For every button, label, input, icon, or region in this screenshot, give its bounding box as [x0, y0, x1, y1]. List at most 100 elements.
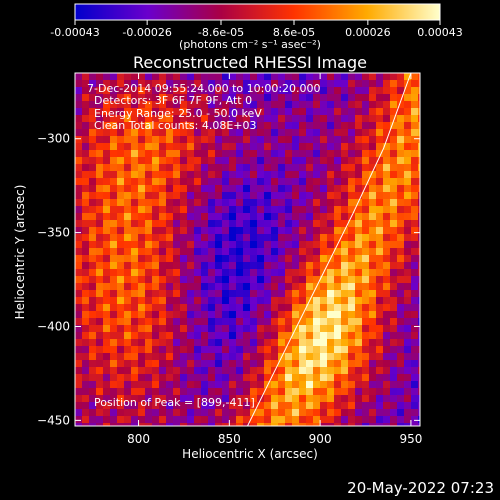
heatmap-cell	[376, 206, 384, 214]
heatmap-cell	[201, 129, 209, 137]
heatmap-cell	[159, 220, 167, 228]
heatmap-cell	[334, 157, 342, 165]
heatmap-cell	[166, 227, 174, 235]
heatmap-cell	[341, 220, 349, 228]
heatmap-cell	[138, 276, 146, 284]
heatmap-cell	[383, 423, 391, 426]
heatmap-cell	[215, 283, 223, 291]
heatmap-cell	[278, 402, 286, 410]
heatmap-cell	[362, 346, 370, 354]
heatmap-cell	[243, 171, 251, 179]
heatmap-cell	[89, 129, 97, 137]
heatmap-cell	[117, 332, 125, 340]
heatmap-cell	[285, 367, 293, 375]
heatmap-cell	[75, 290, 83, 298]
heatmap-cell	[376, 402, 384, 410]
heatmap-cell	[194, 94, 202, 102]
heatmap-cell	[299, 269, 307, 277]
heatmap-cell	[173, 388, 181, 396]
heatmap-cell	[397, 339, 405, 347]
heatmap-cell	[418, 101, 420, 109]
heatmap-cell	[110, 157, 118, 165]
heatmap-cell	[348, 283, 356, 291]
heatmap-cell	[278, 73, 286, 81]
heatmap-cell	[75, 409, 83, 417]
heatmap-cell	[299, 381, 307, 389]
heatmap-cell	[159, 108, 167, 116]
heatmap-cell	[187, 353, 195, 361]
heatmap-cell	[404, 416, 412, 424]
heatmap-cell	[138, 388, 146, 396]
heatmap-cell	[110, 423, 118, 426]
heatmap-cell	[362, 122, 370, 130]
heatmap-cell	[145, 269, 153, 277]
heatmap-cell	[110, 108, 118, 116]
heatmap-cell	[208, 374, 216, 382]
heatmap-cell	[236, 234, 244, 242]
heatmap-cell	[145, 143, 153, 151]
heatmap-cell	[271, 339, 279, 347]
heatmap-cell	[341, 206, 349, 214]
heatmap-cell	[215, 325, 223, 333]
heatmap-cell	[257, 367, 265, 375]
heatmap-cell	[110, 129, 118, 137]
heatmap-cell	[96, 381, 104, 389]
heatmap-cell	[271, 381, 279, 389]
heatmap-cell	[82, 381, 90, 389]
heatmap-cell	[404, 283, 412, 291]
heatmap-cell	[292, 199, 300, 207]
heatmap-cell	[236, 143, 244, 151]
heatmap-cell	[355, 115, 363, 123]
heatmap-cell	[152, 129, 160, 137]
heatmap-cell	[243, 143, 251, 151]
heatmap-cell	[173, 276, 181, 284]
heatmap-cell	[173, 423, 181, 426]
heatmap-cell	[243, 164, 251, 172]
heatmap-cell	[264, 199, 272, 207]
heatmap-cell	[96, 276, 104, 284]
heatmap-cell	[138, 346, 146, 354]
heatmap-cell	[187, 199, 195, 207]
heatmap-cell	[341, 80, 349, 88]
heatmap-cell	[152, 241, 160, 249]
heatmap-cell	[166, 360, 174, 368]
heatmap-cell	[341, 269, 349, 277]
heatmap-cell	[250, 395, 258, 403]
heatmap-cell	[194, 227, 202, 235]
heatmap-cell	[201, 283, 209, 291]
heatmap-cell	[313, 269, 321, 277]
heatmap-cell	[152, 367, 160, 375]
heatmap-cell	[369, 220, 377, 228]
heatmap-cell	[89, 332, 97, 340]
heatmap-cell	[369, 367, 377, 375]
heatmap-cell	[201, 381, 209, 389]
heatmap-cell	[131, 80, 139, 88]
heatmap-cell	[159, 80, 167, 88]
heatmap-cell	[222, 367, 230, 375]
heatmap-cell	[383, 185, 391, 193]
heatmap-cell	[355, 157, 363, 165]
heatmap-cell	[264, 164, 272, 172]
heatmap-cell	[390, 409, 398, 417]
heatmap-cell	[341, 318, 349, 326]
heatmap-cell	[320, 87, 328, 95]
heatmap-cell	[180, 269, 188, 277]
heatmap-cell	[390, 129, 398, 137]
heatmap-cell	[159, 262, 167, 270]
heatmap-cell	[306, 262, 314, 270]
heatmap-cell	[89, 87, 97, 95]
heatmap-cell	[187, 269, 195, 277]
heatmap-cell	[369, 360, 377, 368]
colorbar-label: (photons cm⁻² s⁻¹ asec⁻²)	[179, 38, 321, 51]
heatmap-cell	[82, 122, 90, 130]
heatmap-cell	[257, 192, 265, 200]
heatmap-cell	[376, 185, 384, 193]
heatmap-cell	[327, 304, 335, 312]
heatmap-cell	[152, 318, 160, 326]
heatmap-cell	[313, 185, 321, 193]
heatmap-cell	[110, 136, 118, 144]
heatmap-cell	[166, 367, 174, 375]
heatmap-cell	[334, 178, 342, 186]
timestamp: 20-May-2022 07:23	[347, 479, 494, 497]
heatmap-cell	[404, 374, 412, 382]
